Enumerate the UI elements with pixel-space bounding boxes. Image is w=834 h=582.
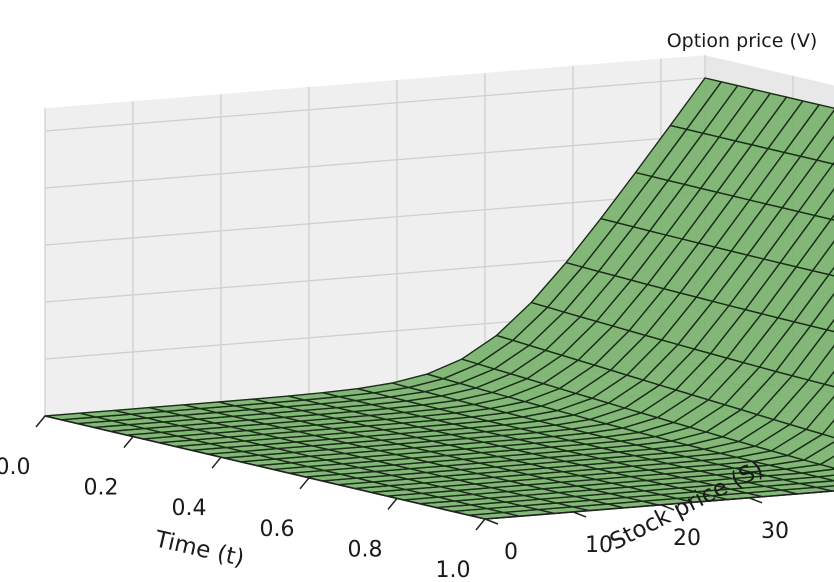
surface-patch <box>669 77 722 131</box>
x-tick-mark <box>475 518 486 531</box>
x-tick-mark <box>123 436 134 449</box>
y-tick-label: 0 <box>504 540 518 565</box>
surface-patch <box>819 455 834 469</box>
wall-grid-line <box>44 134 706 189</box>
x-axis-label: Time (t) <box>152 526 247 572</box>
x-tick-mark <box>211 456 222 469</box>
z-axis-label: Option price (V) <box>667 30 818 52</box>
x-tick-label: 0.4 <box>172 496 207 521</box>
x-tick-mark <box>35 415 46 428</box>
y-axis-line <box>484 490 834 520</box>
option-price-surface <box>44 77 834 520</box>
y-axis-ticks: 010203040506070 <box>484 497 789 565</box>
axis-lines <box>44 415 834 520</box>
wall-grid-line <box>44 77 706 132</box>
x-tick-label: 0.6 <box>260 517 295 542</box>
y-tick-mark <box>572 511 587 518</box>
x-axis-ticks: 0.0 0.2 0.4 0.6 0.8 1.0 <box>0 415 486 582</box>
x-tick-label: 0.8 <box>348 537 383 562</box>
y-tick-mark <box>660 504 675 511</box>
x-tick-mark <box>387 497 398 510</box>
wall-grid-line <box>44 191 706 246</box>
x-tick-label: 0.0 <box>0 455 31 480</box>
y-tick-mark <box>484 518 499 525</box>
y-tick-label: 20 <box>673 526 701 551</box>
x-tick-label: 0.2 <box>84 476 119 501</box>
x-tick-label: 1.0 <box>436 558 471 582</box>
y-tick-mark <box>748 497 763 504</box>
y-tick-label: 30 <box>761 519 789 544</box>
x-tick-mark <box>299 477 310 490</box>
x-axis-line <box>44 415 486 520</box>
y-tick-label: 10 <box>585 533 613 558</box>
